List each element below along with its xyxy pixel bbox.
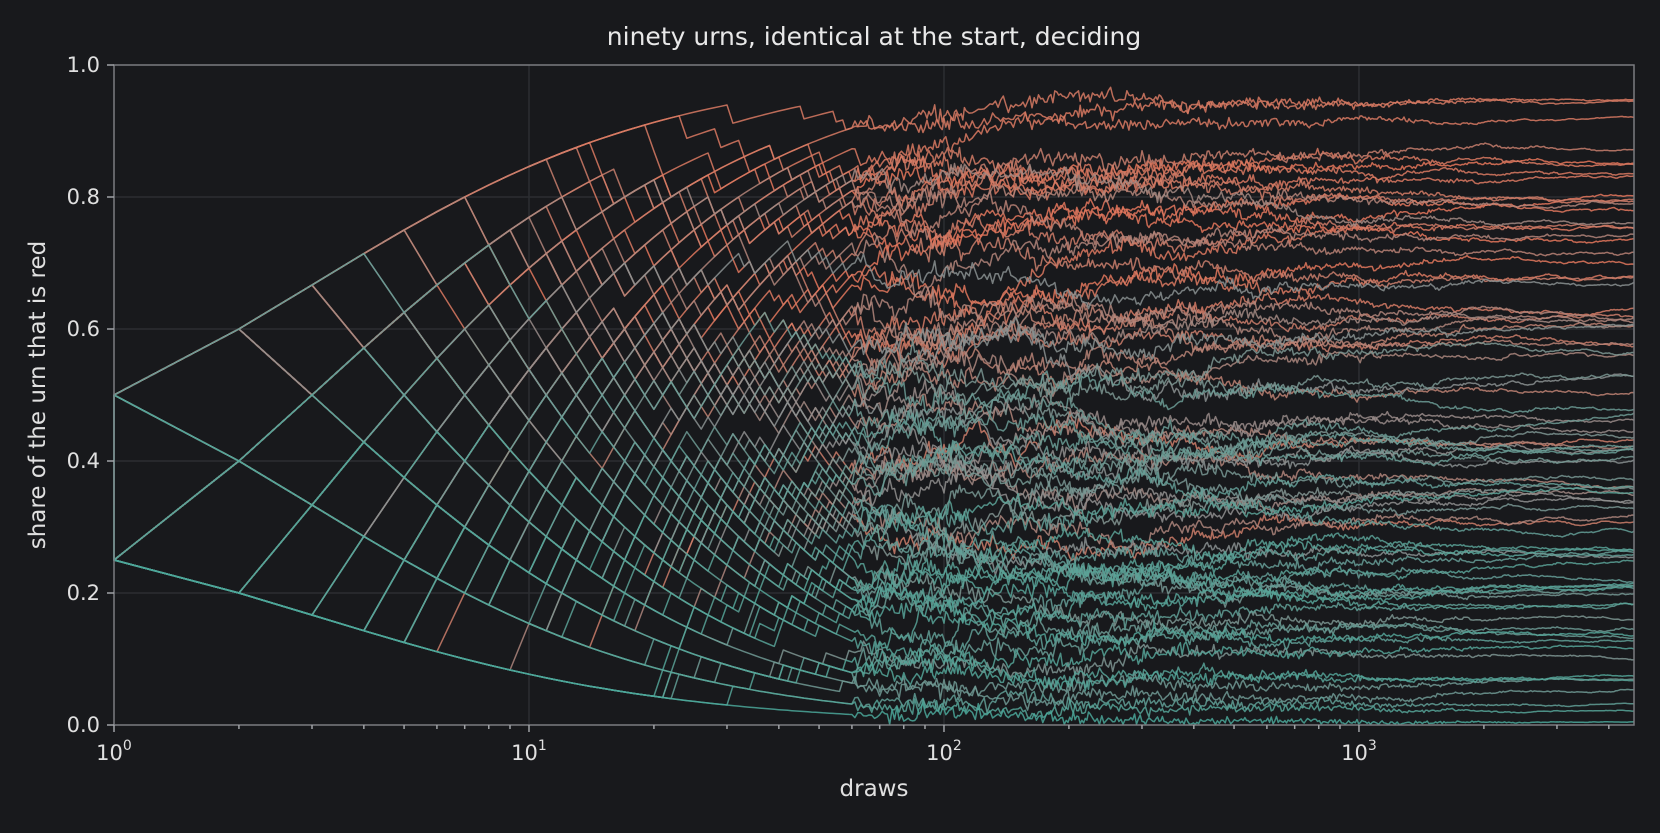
urn-path-71 bbox=[113, 347, 1635, 561]
urn-path-28 bbox=[113, 166, 1635, 506]
chart-title: ninety urns, identical at the start, dec… bbox=[607, 22, 1141, 51]
urn-path-44 bbox=[113, 325, 1635, 538]
urn-path-16 bbox=[113, 146, 1635, 506]
urn-path-85 bbox=[113, 505, 1635, 639]
urn-path-56 bbox=[113, 461, 1635, 616]
x-tick-exponent: 1 bbox=[538, 738, 547, 754]
urn-path-32 bbox=[113, 293, 1635, 561]
x-tick-label: 103 bbox=[1341, 738, 1377, 765]
urn-path-74 bbox=[113, 394, 1635, 601]
y-tick-label: 0.6 bbox=[67, 317, 100, 341]
urn-path-86 bbox=[113, 505, 1635, 706]
urn-path-15 bbox=[113, 146, 1635, 506]
urn-path-12 bbox=[113, 104, 1635, 506]
urn-path-52 bbox=[113, 304, 1635, 561]
x-tick-label: 102 bbox=[926, 738, 962, 765]
y-tick-label: 0.4 bbox=[67, 449, 100, 473]
urn-path-75 bbox=[113, 505, 1635, 647]
urn-path-68 bbox=[113, 505, 1635, 699]
urn-path-17 bbox=[113, 164, 1635, 506]
urn-path-58 bbox=[113, 441, 1635, 616]
urn-path-65 bbox=[113, 311, 1635, 561]
x-tick-base: 10 bbox=[511, 741, 538, 765]
y-tick-label: 0.2 bbox=[67, 581, 100, 605]
y-axis-label: share of the urn that is red bbox=[25, 241, 51, 550]
urn-path-36 bbox=[113, 162, 1635, 506]
urn-path-79 bbox=[113, 505, 1635, 699]
urn-path-6 bbox=[113, 221, 1635, 561]
urn-path-7 bbox=[113, 115, 1635, 506]
urn-path-59 bbox=[113, 504, 1635, 701]
urn-path-90 bbox=[113, 505, 1635, 726]
urn-path-30 bbox=[113, 216, 1635, 561]
urn-path-87 bbox=[113, 394, 1635, 719]
urn-path-82 bbox=[113, 394, 1635, 596]
urn-path-9 bbox=[113, 96, 1635, 506]
urn-path-78 bbox=[113, 460, 1635, 638]
x-tick-label: 100 bbox=[96, 738, 132, 765]
x-tick-exponent: 2 bbox=[953, 738, 962, 754]
plot-frame bbox=[113, 64, 1635, 726]
urn-path-43 bbox=[113, 394, 1635, 585]
urn-paths bbox=[113, 86, 1635, 726]
x-tick-base: 10 bbox=[926, 741, 953, 765]
urn-path-72 bbox=[113, 410, 1635, 594]
urn-path-37 bbox=[113, 307, 1635, 506]
urn-path-63 bbox=[113, 505, 1635, 646]
urn-path-11 bbox=[113, 144, 1635, 506]
urn-path-53 bbox=[113, 460, 1635, 631]
x-tick-base: 10 bbox=[96, 741, 123, 765]
urn-path-48 bbox=[113, 311, 1635, 561]
x-tick-label: 101 bbox=[511, 738, 547, 765]
x-axis-label: draws bbox=[840, 776, 909, 802]
urn-path-50 bbox=[113, 505, 1635, 680]
urn-path-77 bbox=[113, 505, 1635, 682]
urn-path-64 bbox=[113, 418, 1635, 644]
x-tick-base: 10 bbox=[1341, 741, 1368, 765]
urn-path-13 bbox=[113, 86, 1635, 506]
urn-path-26 bbox=[113, 178, 1635, 506]
urn-path-88 bbox=[113, 441, 1635, 648]
x-tick-exponent: 0 bbox=[123, 738, 132, 754]
urn-path-46 bbox=[113, 240, 1635, 506]
urn-path-66 bbox=[113, 347, 1635, 561]
urn-path-60 bbox=[113, 505, 1635, 711]
urn-path-40 bbox=[113, 252, 1635, 506]
x-tick-exponent: 3 bbox=[1368, 738, 1377, 754]
urn-path-54 bbox=[113, 339, 1635, 561]
urn-path-25 bbox=[113, 326, 1635, 561]
urn-path-33 bbox=[113, 229, 1635, 506]
urn-path-89 bbox=[113, 505, 1635, 698]
y-tick-label: 0.8 bbox=[67, 185, 100, 209]
y-tick-label: 1.0 bbox=[67, 53, 100, 77]
y-tick-label: 0.0 bbox=[67, 713, 100, 737]
urn-path-80 bbox=[113, 441, 1635, 611]
urn-path-22 bbox=[113, 224, 1635, 561]
urn-path-47 bbox=[113, 430, 1635, 594]
urn-path-67 bbox=[113, 430, 1635, 616]
